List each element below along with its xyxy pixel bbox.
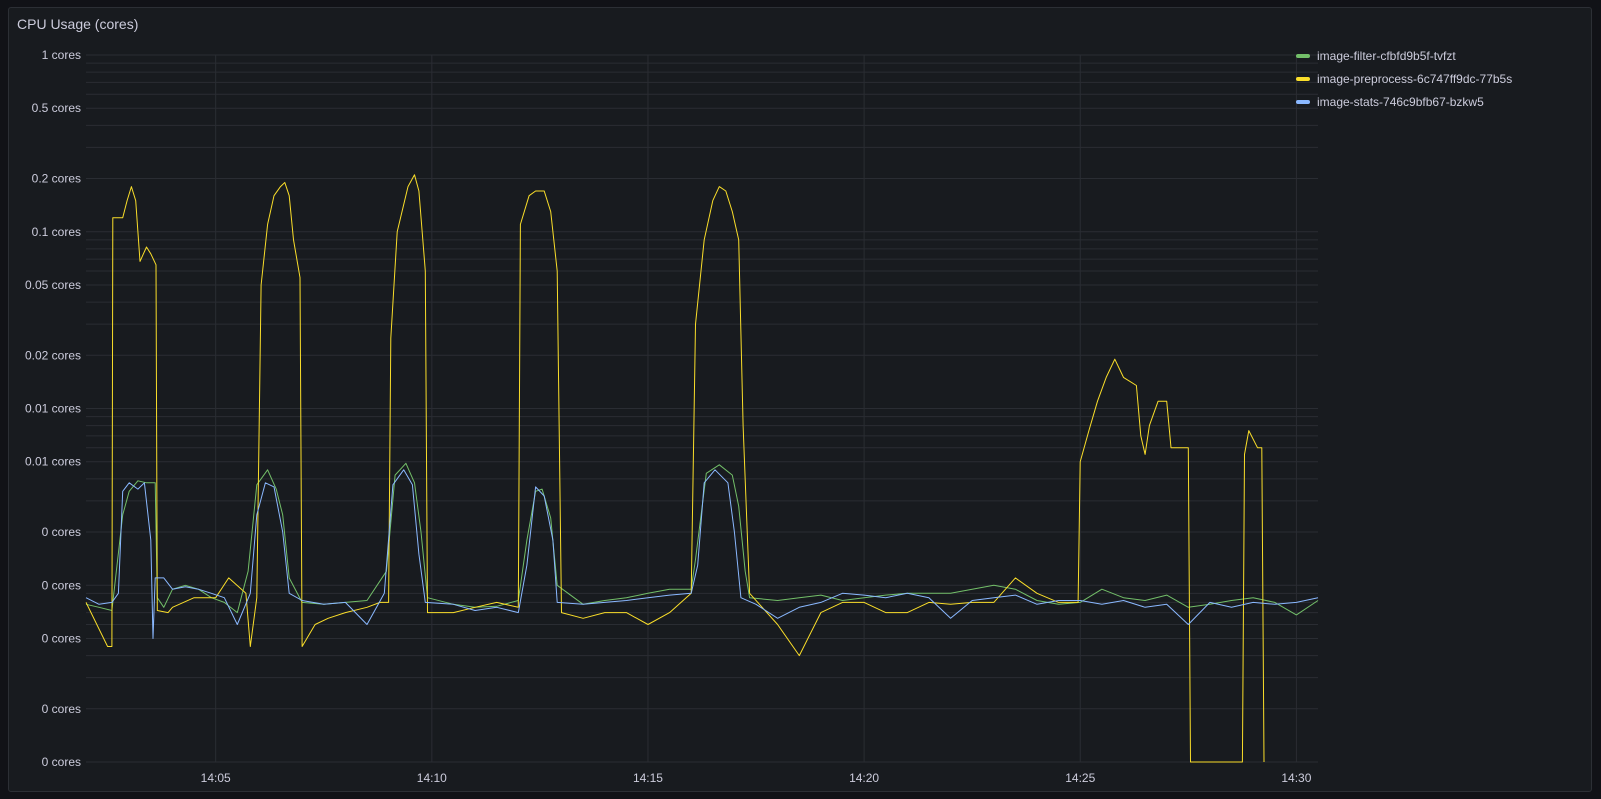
legend-swatch — [1296, 76, 1310, 81]
y-tick-label: 0.1 cores — [32, 225, 81, 239]
y-tick-label: 1 cores — [42, 48, 81, 62]
y-tick-label: 0 cores — [42, 525, 81, 539]
legend-swatch — [1296, 53, 1310, 58]
y-tick-label: 0.5 cores — [32, 101, 81, 115]
grid-lines — [86, 54, 1318, 763]
legend-label: image-filter-cfbfd9b5f-tvfzt — [1317, 48, 1456, 63]
x-tick-label: 14:20 — [849, 771, 879, 785]
legend-label: image-preprocess-6c747ff9dc-77b5s — [1317, 71, 1513, 86]
x-axis-ticks: 14:05 14:10 14:15 14:20 14:25 14:30 — [201, 771, 1312, 785]
panel-title[interactable]: CPU Usage (cores) — [17, 16, 139, 32]
series-line-1 — [85, 174, 1265, 763]
y-tick-label: 0 cores — [42, 578, 81, 592]
x-tick-label: 14:30 — [1281, 771, 1311, 785]
chart-panel: CPU Usage (cores) — [8, 7, 1592, 792]
series-lines — [85, 174, 1319, 763]
legend-item[interactable]: image-filter-cfbfd9b5f-tvfzt — [1296, 44, 1512, 67]
x-tick-label: 14:05 — [201, 771, 231, 785]
x-tick-label: 14:25 — [1065, 771, 1095, 785]
series-line-0 — [85, 462, 1319, 616]
y-tick-label: 0.05 cores — [25, 278, 81, 292]
y-tick-label: 0 cores — [42, 631, 81, 645]
legend-swatch — [1296, 99, 1310, 104]
y-axis-ticks: 1 cores 0.5 cores 0.2 cores 0.1 cores 0.05 c… — [25, 48, 81, 769]
y-tick-label: 0.01 cores — [25, 455, 81, 469]
legend-item[interactable]: image-stats-746c9bfb67-bzkw5 — [1296, 90, 1512, 113]
legend-item[interactable]: image-preprocess-6c747ff9dc-77b5s — [1296, 67, 1512, 90]
y-tick-label: 0.02 cores — [25, 348, 81, 362]
y-tick-label: 0.2 cores — [32, 172, 81, 186]
x-tick-label: 14:15 — [633, 771, 663, 785]
y-tick-label: 0 cores — [42, 702, 81, 716]
y-tick-label: 0.01 cores — [25, 402, 81, 416]
x-tick-label: 14:10 — [417, 771, 447, 785]
legend-label: image-stats-746c9bfb67-bzkw5 — [1317, 94, 1484, 109]
series-line-2 — [85, 469, 1319, 639]
y-tick-label: 0 cores — [42, 755, 81, 769]
legend: image-filter-cfbfd9b5f-tvfzt image-prepro… — [1296, 44, 1512, 113]
